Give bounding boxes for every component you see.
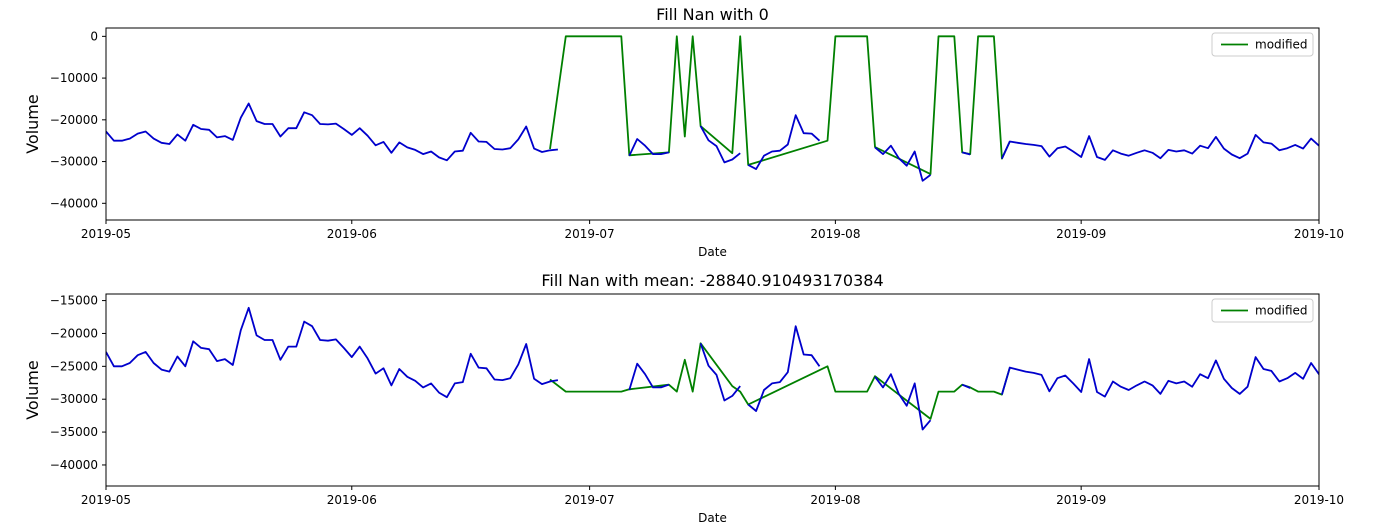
plot-frame: [105, 293, 1320, 487]
series-line-original-segment-7: [1001, 356, 1319, 398]
series-line-original-segment-5: [874, 144, 932, 182]
legend-box: [1211, 298, 1314, 323]
series-line-original-segment-3: [699, 125, 741, 164]
y-tick-label: −35000: [50, 425, 98, 439]
y-tick-label: −20000: [50, 326, 98, 340]
y-tick-label: −20000: [50, 113, 98, 127]
legend-label-modified: modified: [1255, 304, 1308, 318]
y-tick-label: 0: [90, 29, 98, 43]
legend: modified: [1211, 32, 1314, 57]
series-line-original-segment-1: [106, 102, 558, 162]
y-tick-label: −40000: [50, 458, 98, 472]
y-tick-label: −30000: [50, 155, 98, 169]
x-tick-label: 2019-09: [1056, 493, 1106, 507]
series-line-original-segment-4: [747, 114, 821, 171]
x-tick-label: 2019-10: [1294, 493, 1344, 507]
chart-title: Fill Nan with mean: -28840.910493170384: [541, 271, 883, 290]
x-tick-label: 2019-06: [327, 227, 377, 241]
series-line-original-segment-5: [874, 373, 932, 431]
series-line-modified: [549, 35, 1011, 176]
plot-frame: [105, 27, 1320, 221]
x-tick-label: 2019-09: [1056, 227, 1106, 241]
y-tick-label: −10000: [50, 71, 98, 85]
y-axis-label: Volume: [23, 360, 42, 420]
y-tick-label: −25000: [50, 359, 98, 373]
series-line-original-segment-1: [106, 306, 559, 399]
x-axis-label: Date: [698, 245, 727, 259]
y-axis-label: Volume: [23, 94, 42, 154]
series-group: [106, 306, 1319, 431]
y-tick-label: −15000: [50, 294, 98, 308]
x-tick-label: 2019-08: [810, 227, 860, 241]
legend-label-modified: modified: [1255, 38, 1308, 52]
chart-panel-1: Fill Nan with 0 2019-05 2019-06 2019-07 2019…: [23, 5, 1344, 259]
series-line-original-segment-3: [699, 343, 741, 402]
x-axis-label: Date: [698, 511, 727, 525]
series-group: [106, 35, 1319, 182]
x-tick-label: 2019-07: [565, 493, 615, 507]
series-line-original-segment-6: [961, 383, 971, 389]
y-tick-label: −40000: [50, 196, 98, 210]
x-tick-label: 2019-06: [327, 493, 377, 507]
series-line-original-segment-2: [628, 138, 670, 157]
y-tick-label: −30000: [50, 392, 98, 406]
series-line-original-segment-7: [1001, 133, 1319, 161]
legend-box: [1211, 32, 1314, 57]
series-line-original-segment-4: [747, 325, 821, 412]
chart-panel-2: Fill Nan with mean: -28840.910493170384 2…: [23, 271, 1344, 525]
x-tick-label: 2019-07: [565, 227, 615, 241]
x-tick-label: 2019-05: [81, 227, 131, 241]
legend: modified: [1211, 298, 1314, 323]
x-tick-label: 2019-05: [81, 493, 131, 507]
chart-title: Fill Nan with 0: [656, 5, 769, 24]
series-line-original-segment-2: [628, 362, 670, 391]
x-tick-label: 2019-08: [810, 493, 860, 507]
x-tick-label: 2019-10: [1294, 227, 1344, 241]
series-line-original-segment-6: [961, 151, 971, 156]
